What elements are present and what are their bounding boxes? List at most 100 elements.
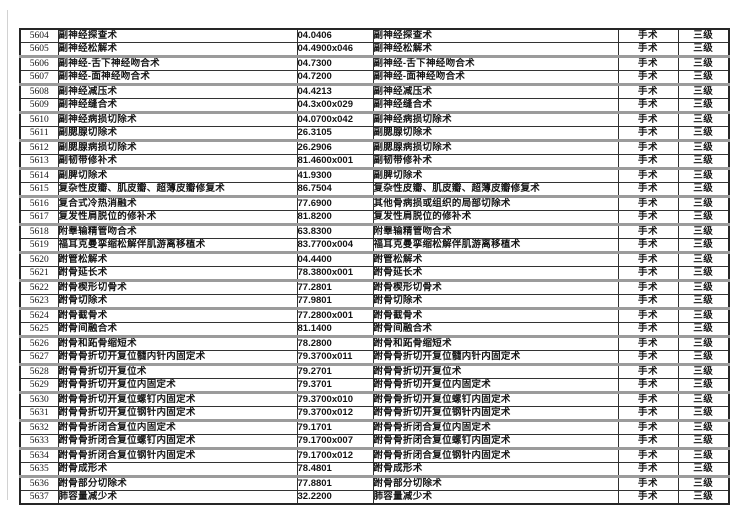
table-row: 5608 副神经减压术 04.4213 副神经减压术 手术 三级 <box>19 83 729 99</box>
procedure-code: 77.2800x001 <box>296 307 373 323</box>
level-cell: 三级 <box>677 350 729 365</box>
category-cell: 手术 <box>617 139 678 155</box>
level-cell: 三级 <box>677 490 729 504</box>
category-cell: 手术 <box>617 490 678 504</box>
procedure-name: 副神经-舌下神经吻合术 <box>57 55 297 71</box>
row-number: 5606 <box>19 55 58 71</box>
procedure-standard-name: 其他骨病损或组织的局部切除术 <box>372 195 618 211</box>
level-cell: 三级 <box>677 434 729 449</box>
procedure-standard-name: 跗骨骨折闭合复位内固定术 <box>372 419 618 435</box>
procedure-code: 04.4400 <box>296 251 373 267</box>
table-row: 5626 跗骨和跖骨缩短术 78.2800 跗骨和跖骨缩短术 手术 三级 <box>19 335 729 351</box>
category-cell: 手术 <box>617 167 678 183</box>
table-row: 5621 跗骨延长术 78.3800x001 跗骨延长术 手术 三级 <box>19 266 729 281</box>
row-number: 5633 <box>19 434 58 449</box>
level-cell: 三级 <box>677 391 729 407</box>
procedure-code: 04.7300 <box>296 55 373 71</box>
procedure-name: 副腮腺切除术 <box>57 126 297 141</box>
level-cell: 三级 <box>677 70 729 85</box>
category-cell: 手术 <box>617 350 678 365</box>
row-number: 5614 <box>19 167 58 183</box>
table-row: 5618 附睾输精管吻合术 63.8300 附睾输精管吻合术 手术 三级 <box>19 223 729 239</box>
level-cell: 三级 <box>677 322 729 337</box>
procedure-name: 附睾输精管吻合术 <box>57 223 297 239</box>
table-row: 5612 副腮腺病损切除术 26.2906 副腮腺病损切除术 手术 三级 <box>19 139 729 155</box>
category-cell: 手术 <box>617 210 678 225</box>
procedure-name: 跗骨和跖骨缩短术 <box>57 335 297 351</box>
procedure-name: 跗骨楔形切骨术 <box>57 279 297 295</box>
procedure-standard-name: 跗骨骨折闭合复位钢针内固定术 <box>372 447 618 463</box>
category-cell: 手术 <box>617 391 678 407</box>
level-cell: 三级 <box>677 210 729 225</box>
procedure-standard-name: 跗骨成形术 <box>372 462 618 477</box>
row-number: 5609 <box>19 98 58 113</box>
category-cell: 手术 <box>617 111 678 127</box>
procedure-code: 78.3800x001 <box>296 266 373 281</box>
procedure-name: 跗骨骨折闭合复位钢针内固定术 <box>57 447 297 463</box>
category-cell: 手术 <box>617 335 678 351</box>
row-number: 5625 <box>19 322 58 337</box>
procedure-code: 79.3700x011 <box>296 350 373 365</box>
procedure-code: 04.4900x046 <box>296 42 373 57</box>
table-row: 5631 跗骨骨折切开复位钢针内固定术 79.3700x012 跗骨骨折切开复位… <box>19 406 729 421</box>
row-number: 5624 <box>19 307 58 323</box>
level-cell: 三级 <box>677 462 729 477</box>
category-cell: 手术 <box>617 279 678 295</box>
procedure-code: 79.2701 <box>296 363 373 379</box>
procedure-code: 79.1700x012 <box>296 447 373 463</box>
category-cell: 手术 <box>617 42 678 57</box>
row-number: 5619 <box>19 238 58 253</box>
procedure-table: 5604 副神经探查术 04.0406 副神经探查术 手术 三级 5605 副神… <box>19 28 730 505</box>
row-number: 5637 <box>19 490 58 504</box>
table-row: 5632 跗骨骨折闭合复位内固定术 79.1701 跗骨骨折闭合复位内固定术 手… <box>19 419 729 435</box>
category-cell: 手术 <box>617 55 678 71</box>
table-row: 5614 副脾切除术 41.9300 副脾切除术 手术 三级 <box>19 167 729 183</box>
level-cell: 三级 <box>677 378 729 393</box>
level-cell: 三级 <box>677 29 729 43</box>
level-cell: 三级 <box>677 111 729 127</box>
procedure-standard-name: 副神经缝合术 <box>372 98 618 113</box>
table-row: 5633 跗骨骨折闭合复位螺钉内固定术 79.1700x007 跗骨骨折闭合复位… <box>19 434 729 449</box>
row-number: 5627 <box>19 350 58 365</box>
row-number: 5612 <box>19 139 58 155</box>
procedure-standard-name: 副腮腺切除术 <box>372 126 618 141</box>
procedure-code: 26.2906 <box>296 139 373 155</box>
row-number: 5613 <box>19 154 58 169</box>
procedure-standard-name: 跗骨延长术 <box>372 266 618 281</box>
procedure-name: 副神经缝合术 <box>57 98 297 113</box>
row-number: 5607 <box>19 70 58 85</box>
procedure-name: 跗骨延长术 <box>57 266 297 281</box>
procedure-name: 肺容量减少术 <box>57 490 297 504</box>
procedure-code: 77.8801 <box>296 475 373 491</box>
row-number: 5630 <box>19 391 58 407</box>
category-cell: 手术 <box>617 378 678 393</box>
level-cell: 三级 <box>677 447 729 463</box>
category-cell: 手术 <box>617 251 678 267</box>
row-number: 5621 <box>19 266 58 281</box>
procedure-standard-name: 跗骨骨折切开复位内固定术 <box>372 378 618 393</box>
procedure-code: 04.0406 <box>296 29 373 43</box>
procedure-name: 复合式冷热消融术 <box>57 195 297 211</box>
level-cell: 三级 <box>677 98 729 113</box>
procedure-standard-name: 跗骨部分切除术 <box>372 475 618 491</box>
procedure-name: 副韧带修补术 <box>57 154 297 169</box>
procedure-name: 福耳克曼挛缩松解伴肌游离移植术 <box>57 238 297 253</box>
table-row: 5630 跗骨骨折切开复位螺钉内固定术 79.3700x010 跗骨骨折切开复位… <box>19 391 729 407</box>
category-cell: 手术 <box>617 434 678 449</box>
procedure-name: 副神经病损切除术 <box>57 111 297 127</box>
table-row: 5635 跗骨成形术 78.4801 跗骨成形术 手术 三级 <box>19 462 729 477</box>
row-number: 5636 <box>19 475 58 491</box>
procedure-standard-name: 副韧带修补术 <box>372 154 618 169</box>
table-row: 5629 跗骨骨折切开复位内固定术 79.3701 跗骨骨折切开复位内固定术 手… <box>19 378 729 393</box>
procedure-code: 81.1400 <box>296 322 373 337</box>
level-cell: 三级 <box>677 238 729 253</box>
level-cell: 三级 <box>677 55 729 71</box>
table-row: 5628 跗骨骨折切开复位术 79.2701 跗骨骨折切开复位术 手术 三级 <box>19 363 729 379</box>
category-cell: 手术 <box>617 447 678 463</box>
category-cell: 手术 <box>617 182 678 197</box>
procedure-standard-name: 复杂性皮瓣、肌皮瓣、超薄皮瓣修复术 <box>372 182 618 197</box>
procedure-standard-name: 跗骨切除术 <box>372 294 618 309</box>
row-number: 5605 <box>19 42 58 57</box>
procedure-name: 副脾切除术 <box>57 167 297 183</box>
procedure-standard-name: 跗骨截骨术 <box>372 307 618 323</box>
